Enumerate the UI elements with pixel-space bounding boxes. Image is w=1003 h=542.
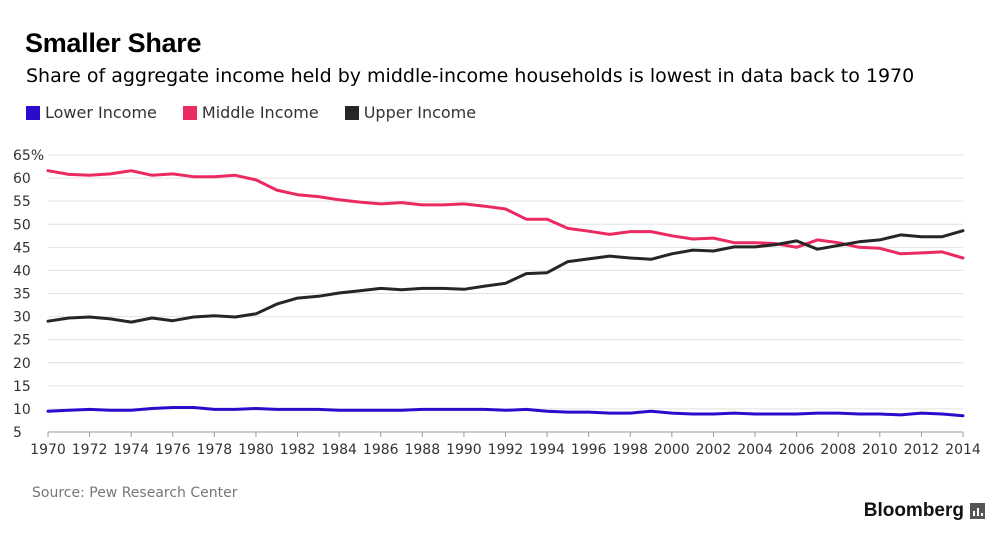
x-tick-label: 2006: [779, 442, 815, 458]
x-tick-label: 1998: [612, 442, 648, 458]
legend-swatch-lower: [26, 105, 40, 120]
chart-title: Smaller Share: [25, 28, 202, 58]
legend-swatch-upper: [344, 105, 359, 120]
x-tick-label: 2012: [904, 442, 940, 458]
y-tick-label: 55: [13, 194, 31, 210]
brand-name: Bloomberg: [863, 500, 964, 521]
x-tick-label: 2004: [737, 442, 773, 458]
chart-subtitle: Share of aggregate income held by middle…: [26, 65, 915, 87]
source-note: Source: Pew Research Center: [32, 485, 238, 501]
bar-chart-icon: [970, 503, 985, 519]
x-tick-label: 1976: [155, 442, 191, 458]
bloomberg-logo: Bloomberg: [864, 500, 985, 522]
y-tick-label: 25: [13, 333, 31, 349]
y-tick-label: 5: [13, 425, 22, 441]
x-tick-label: 1980: [238, 442, 274, 458]
x-tick-label: 2010: [862, 442, 898, 458]
legend-item-lower: Lower Income: [26, 103, 157, 122]
x-tick-label: 1988: [404, 442, 440, 458]
chart-legend: Lower Income Middle Income Upper Income: [26, 103, 502, 122]
legend-swatch-middle: [182, 105, 197, 120]
x-tick-label: 2008: [820, 442, 856, 458]
x-tick-label: 2014: [945, 442, 981, 458]
y-axis: 65% 60 55 50 45 40 35 30 25 20 15 10 5: [13, 148, 44, 441]
legend-label-lower: Lower Income: [45, 103, 157, 122]
y-tick-label: 60: [13, 171, 31, 187]
x-tick-label: 1978: [197, 442, 233, 458]
y-tick-label: 30: [13, 310, 31, 326]
x-tick-label: 1992: [488, 442, 524, 458]
y-tick-label: 15: [13, 379, 31, 395]
y-tick-label: 45: [13, 240, 31, 256]
y-tick-label: 40: [13, 263, 31, 279]
y-tick-label: 35: [13, 287, 31, 303]
chart-series: [46, 169, 965, 418]
chart-grid: [48, 154, 963, 433]
x-tick-label: 1972: [72, 442, 108, 458]
x-tick-label: 1970: [30, 442, 66, 458]
x-tick-label: 2000: [654, 442, 690, 458]
x-tick-label: 1990: [446, 442, 482, 458]
x-axis: 1970 1972 1974 1976 1978 1980 1982 1984 1986 1988…: [30, 432, 981, 458]
x-tick-label: 2002: [696, 442, 732, 458]
series-line-upper-income: [46, 229, 965, 324]
x-tick-label: 1984: [321, 442, 357, 458]
x-tick-label: 1994: [529, 442, 565, 458]
y-tick-label: 50: [13, 217, 31, 233]
legend-item-upper: Upper Income: [344, 103, 477, 122]
y-tick-label: 20: [13, 356, 31, 372]
x-tick-label: 1982: [280, 442, 316, 458]
y-tick-label: 10: [13, 402, 31, 418]
legend-item-middle: Middle Income: [182, 103, 319, 122]
series-line-middle-income: [46, 169, 965, 260]
x-tick-label: 1996: [571, 442, 607, 458]
y-tick-label: 65%: [13, 148, 44, 164]
x-tick-label: 1974: [113, 442, 149, 458]
legend-label-upper: Upper Income: [363, 103, 477, 122]
series-line-lower-income: [46, 406, 965, 418]
legend-label-middle: Middle Income: [201, 103, 319, 122]
x-tick-label: 1986: [363, 442, 399, 458]
